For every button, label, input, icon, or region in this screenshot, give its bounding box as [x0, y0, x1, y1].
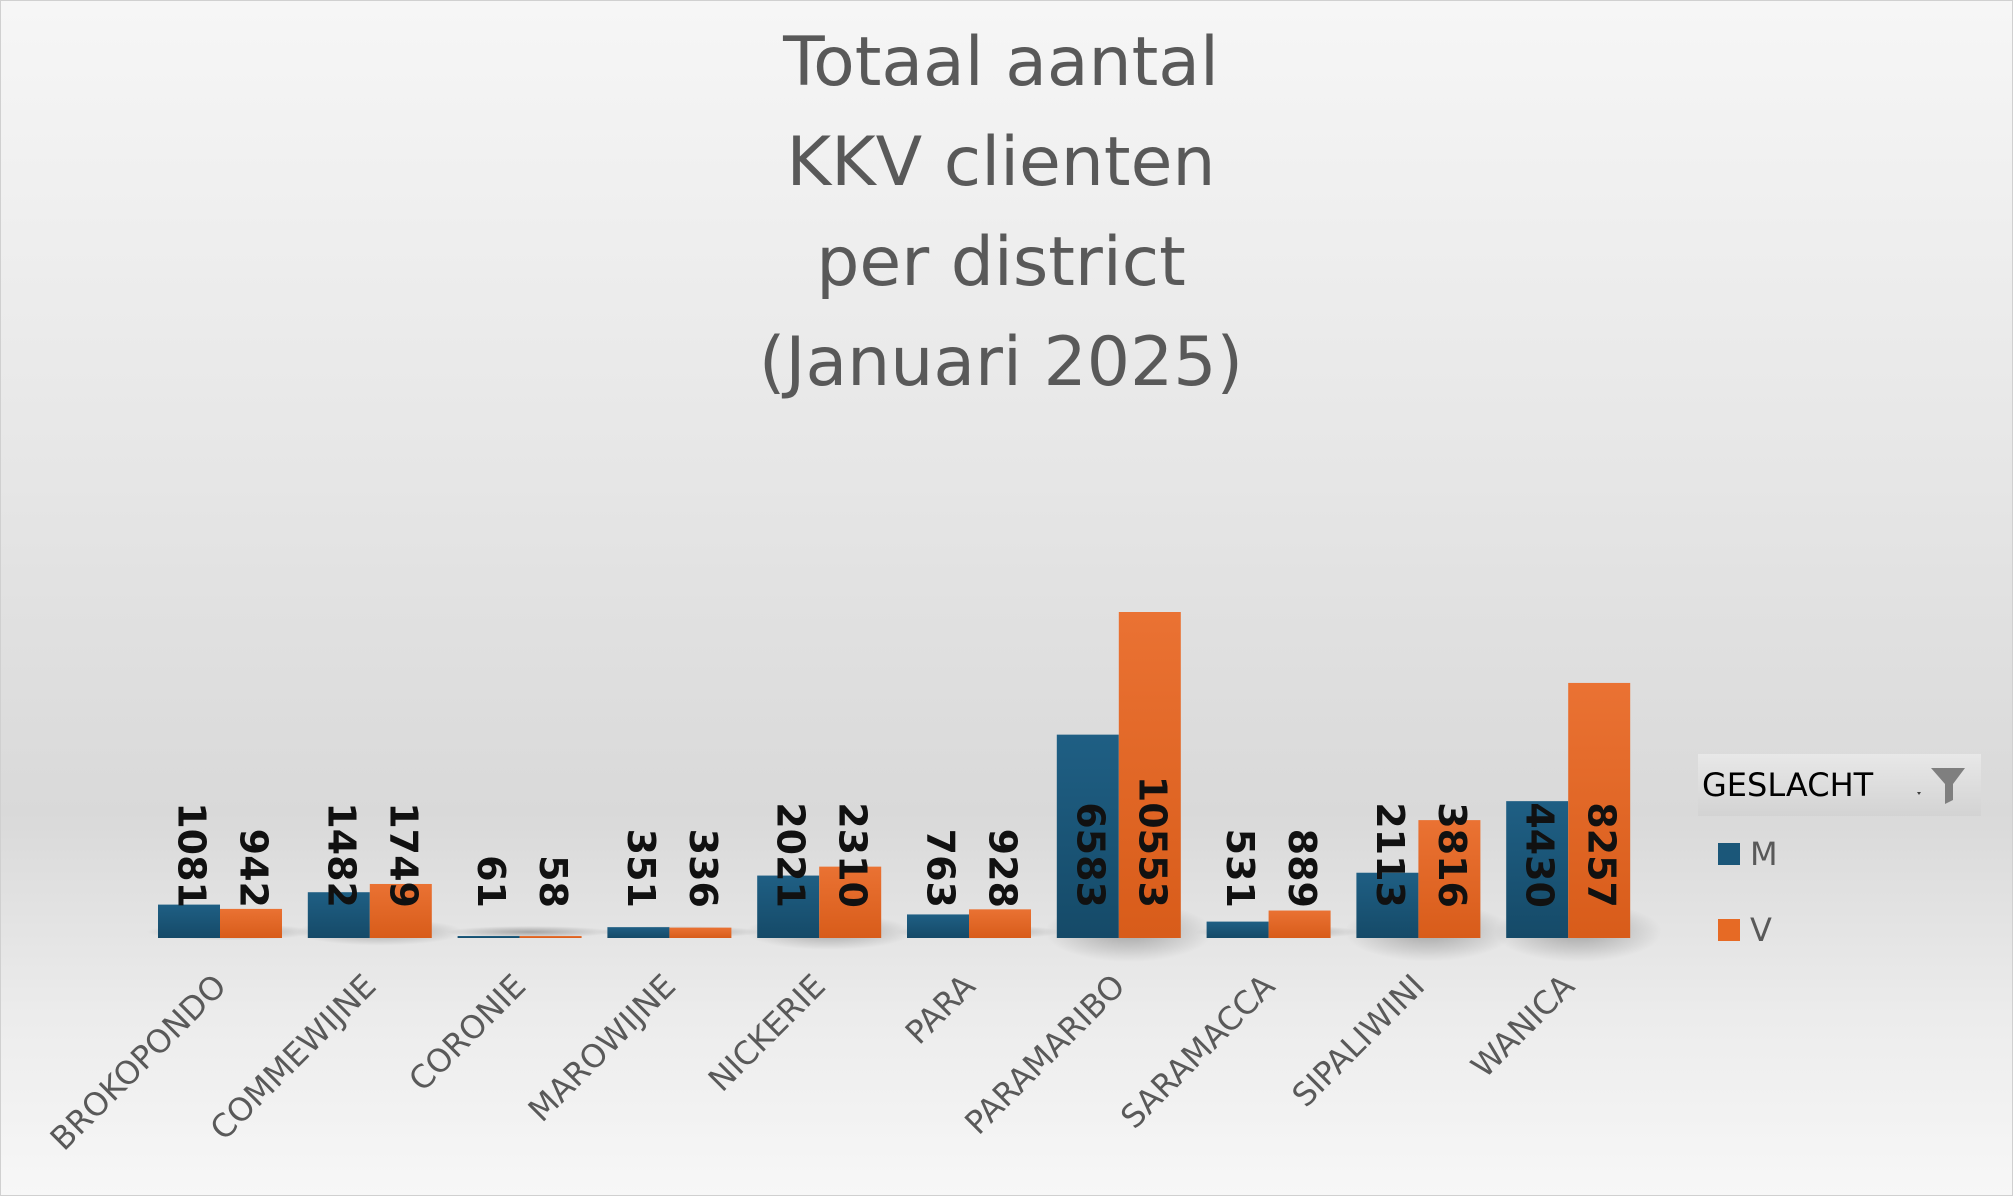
data-label-para-m: 763: [919, 829, 963, 908]
tick-label-sipaliwini: SIPALIWINI: [1285, 967, 1433, 1115]
data-label-wanica-m: 4430: [1518, 802, 1562, 908]
legend-swatch-v: [1718, 919, 1740, 941]
data-label-para-v: 928: [981, 829, 1025, 908]
data-label-paramaribo-m: 6583: [1068, 802, 1112, 908]
bar-commewijne-m: [307, 892, 370, 938]
data-label-coronie-v: 58: [531, 855, 575, 908]
bar-saramacca-m: [1206, 921, 1269, 938]
data-label-saramacca-m: 531: [1218, 829, 1262, 908]
data-label-paramaribo-v: 10553: [1130, 776, 1174, 908]
tick-label-coronie: CORONIE: [401, 967, 533, 1099]
data-label-coronie-m: 61: [469, 855, 513, 908]
data-label-marowijne-v: 336: [681, 829, 725, 908]
legend-swatch-m: [1718, 843, 1740, 865]
filter-funnel-icon: [1917, 768, 1965, 804]
data-label-brokopondo-m: 1081: [170, 802, 214, 908]
data-labels: 1081 942 1482 1749 61 58 351 336 2021 2310 763 928 6…: [170, 776, 1624, 908]
tick-label-para: PARA: [898, 967, 983, 1052]
bar-sipaliwini-v: [1418, 820, 1481, 938]
bar-coronie-m: [457, 936, 520, 938]
bar-saramacca-v: [1268, 910, 1331, 938]
data-label-commewijne-m: 1482: [319, 802, 363, 908]
chart-title: Totaal aantal KKV clienten per district …: [758, 23, 1244, 402]
bar-brokopondo-v: [220, 908, 282, 938]
bar-paramaribo-v: [1118, 612, 1181, 938]
bar-marowijne-v: [669, 927, 732, 938]
data-label-wanica-v: 8257: [1580, 802, 1624, 908]
data-label-commewijne-v: 1749: [381, 802, 425, 908]
bar-nickerie-m: [757, 875, 820, 938]
data-label-nickerie-m: 2021: [769, 802, 813, 908]
data-label-sipaliwini-m: 2113: [1368, 802, 1412, 908]
bar-nickerie-v: [819, 866, 882, 938]
legend-field-button[interactable]: GESLACHT: [1698, 754, 1981, 816]
legend: GESLACHT M V: [1698, 754, 1981, 968]
tick-label-wanica: WANICA: [1463, 967, 1581, 1085]
legend-item-v: V: [1698, 892, 1981, 968]
bars: [158, 612, 1631, 938]
data-label-brokopondo-v: 942: [232, 829, 276, 908]
bar-commewijne-v: [369, 883, 432, 938]
tick-label-nickerie: NICKERIE: [701, 967, 833, 1099]
tick-label-paramaribo: PARAMARIBO: [957, 967, 1132, 1142]
data-label-marowijne-m: 351: [619, 829, 663, 908]
tick-label-saramacca: SARAMACCA: [1113, 967, 1282, 1136]
data-label-saramacca-v: 889: [1280, 829, 1324, 908]
bar-marowijne-m: [607, 927, 670, 938]
bar-coronie-v: [519, 936, 582, 938]
legend-label-v: V: [1750, 911, 1772, 949]
filter-dropdown-button[interactable]: [1903, 762, 1973, 808]
bar-sipaliwini-m: [1356, 872, 1419, 938]
bar-shadow-coronie: [445, 926, 614, 938]
data-label-nickerie-v: 2310: [831, 802, 875, 908]
legend-item-m: M: [1698, 816, 1981, 892]
bar-paramaribo-m: [1056, 734, 1119, 938]
bar-para-m: [907, 914, 969, 938]
bar-brokopondo-m: [158, 904, 220, 938]
legend-title: GESLACHT: [1702, 766, 1874, 804]
tick-label-brokopondo: BROKOPONDO: [43, 967, 234, 1158]
data-label-sipaliwini-v: 3816: [1430, 802, 1474, 908]
bar-wanica-v: [1568, 682, 1631, 938]
bar-para-v: [969, 909, 1031, 938]
legend-label-m: M: [1750, 835, 1778, 873]
tick-label-marowijne: MAROWIJNE: [521, 967, 683, 1129]
bar-wanica-m: [1506, 801, 1569, 938]
